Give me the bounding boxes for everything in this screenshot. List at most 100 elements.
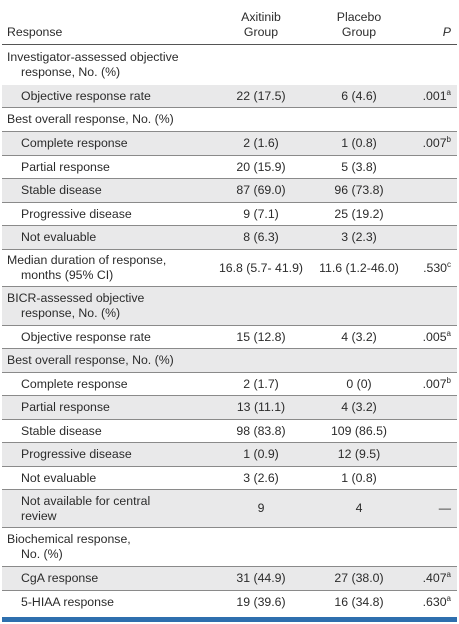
table-row: Best overall response, No. (%) xyxy=(2,349,457,373)
row-label-line2: No. (%) xyxy=(21,547,63,561)
cell-axitinib: 8 (6.3) xyxy=(243,230,279,244)
cell-p-value: .001a xyxy=(408,87,457,104)
row-label: Stable disease xyxy=(21,423,102,438)
cell-p-value: .407a xyxy=(408,569,457,586)
row-label-line1: Not available for central xyxy=(21,493,151,508)
row-label: Objective response rate xyxy=(21,329,151,344)
cell-axitinib: 22 (17.5) xyxy=(236,88,286,103)
cell-p-value: .007b xyxy=(408,134,457,151)
table-row: Complete response 2 (1.6) 1 (0.8) .007b xyxy=(2,132,457,156)
header-p: P xyxy=(442,25,451,39)
table-body: Investigator-assessed objective response,… xyxy=(2,45,457,614)
row-label: Biochemical response, No. (%) xyxy=(2,532,212,562)
row-label: Progressive disease xyxy=(21,206,132,221)
table-row: Progressive disease 9 (7.1) 25 (19.2) xyxy=(2,203,457,226)
table-row: Median duration of response, months (95% … xyxy=(2,250,457,287)
cell-axitinib: 15 (12.8) xyxy=(236,329,286,344)
cell-placebo: 5 (3.8) xyxy=(341,159,377,174)
p-value: .005 xyxy=(422,329,447,344)
cell-p-value: .007b xyxy=(408,375,457,392)
footer-rule xyxy=(2,617,457,622)
cell-axitinib: 13 (11.1) xyxy=(236,400,286,414)
row-label: CgA response xyxy=(21,571,99,585)
cell-axitinib: 3 (2.6) xyxy=(243,470,279,485)
row-label-line2: review xyxy=(21,508,57,523)
table-row: Not available for central review 9 4 — xyxy=(2,490,457,528)
row-label: Complete response xyxy=(21,136,128,150)
cell-placebo: 25 (19.2) xyxy=(334,206,384,221)
cell-placebo: 1 (0.8) xyxy=(341,136,377,150)
header-placebo-line1: Placebo xyxy=(336,10,382,24)
header-axitinib-line2: Group xyxy=(243,25,279,39)
row-label: Investigator-assessed objective response,… xyxy=(2,50,212,80)
p-footnote-marker: c xyxy=(447,259,451,269)
row-label-line1: BICR-assessed objective xyxy=(7,291,145,305)
row-label: Median duration of response, months (95% … xyxy=(2,253,212,283)
cell-p-value: .530c xyxy=(408,259,457,276)
cell-placebo: 109 (86.5) xyxy=(330,423,388,438)
row-label: Objective response rate xyxy=(21,88,151,103)
p-footnote-marker: b xyxy=(446,134,451,144)
row-label-line2: months (95% CI) xyxy=(21,268,114,282)
p-value: .407 xyxy=(422,571,447,585)
response-table: Response Axitinib Group Placebo Group P … xyxy=(2,8,457,614)
header-response: Response xyxy=(7,25,63,39)
row-label: Stable disease xyxy=(21,183,102,197)
cell-placebo: 16 (34.8) xyxy=(334,595,384,609)
table-row: Partial response 20 (15.9) 5 (3.8) xyxy=(2,156,457,179)
table-row: 5-HIAA response 19 (39.6) 16 (34.8) .630a xyxy=(2,591,457,614)
p-value: .530 xyxy=(423,260,447,275)
row-label: Not evaluable xyxy=(21,230,97,244)
row-label: BICR-assessed objective response, No. (%) xyxy=(2,291,212,321)
p-footnote-marker: a xyxy=(446,87,451,97)
p-footnote-marker: a xyxy=(446,593,451,603)
p-footnote-marker: b xyxy=(446,375,451,385)
table-row: CgA response 31 (44.9) 27 (38.0) .407a xyxy=(2,567,457,591)
table-row: Complete response 2 (1.7) 0 (0) .007b xyxy=(2,373,457,396)
row-label: Best overall response, No. (%) xyxy=(7,112,174,126)
table-row: Progressive disease 1 (0.9) 12 (9.5) xyxy=(2,443,457,467)
table-row: Best overall response, No. (%) xyxy=(2,108,457,132)
cell-placebo: 6 (4.6) xyxy=(341,88,377,103)
table-row: Not evaluable 3 (2.6) 1 (0.8) xyxy=(2,467,457,490)
table-row: Not evaluable 8 (6.3) 3 (2.3) xyxy=(2,226,457,250)
cell-p-value: .005a xyxy=(408,328,457,345)
cell-placebo: 0 (0) xyxy=(346,376,372,391)
p-footnote-marker: a xyxy=(446,328,451,338)
cell-placebo: 1 (0.8) xyxy=(341,470,377,485)
cell-axitinib: 2 (1.7) xyxy=(243,376,279,391)
cell-placebo: 11.6 (1.2-46.0) xyxy=(319,260,399,275)
p-footnote-marker: a xyxy=(446,569,451,579)
row-label: Partial response xyxy=(21,159,110,174)
cell-placebo: 12 (9.5) xyxy=(337,447,381,461)
header-placebo: Placebo Group xyxy=(310,10,408,40)
cell-axitinib: 31 (44.9) xyxy=(236,571,286,585)
header-axitinib: Axitinib Group xyxy=(212,10,310,40)
p-value: — xyxy=(438,501,451,515)
row-label: 5-HIAA response xyxy=(21,595,114,609)
row-label: Best overall response, No. (%) xyxy=(7,353,174,367)
cell-axitinib: 1 (0.9) xyxy=(243,447,279,461)
cell-placebo: 96 (73.8) xyxy=(334,183,384,197)
cell-axitinib: 9 xyxy=(257,501,265,515)
table-header: Response Axitinib Group Placebo Group P xyxy=(2,8,457,45)
row-label: Complete response xyxy=(21,376,128,391)
table-row: Biochemical response, No. (%) xyxy=(2,528,457,567)
table-row: Stable disease 98 (83.8) 109 (86.5) xyxy=(2,420,457,443)
cell-axitinib: 2 (1.6) xyxy=(243,136,279,150)
cell-axitinib: 20 (15.9) xyxy=(236,159,286,174)
row-label-line1: Biochemical response, xyxy=(7,532,131,546)
row-label-line2: response, No. (%) xyxy=(21,306,121,320)
header-placebo-line2: Group xyxy=(341,25,377,39)
row-label-line1: Investigator-assessed objective xyxy=(7,50,179,64)
p-value: .630 xyxy=(422,595,447,609)
table-row: BICR-assessed objective response, No. (%) xyxy=(2,287,457,326)
table-row: Partial response 13 (11.1) 4 (3.2) xyxy=(2,396,457,420)
row-label-line2: response, No. (%) xyxy=(21,65,121,79)
cell-placebo: 3 (2.3) xyxy=(341,230,377,244)
cell-p-value: — xyxy=(408,501,457,516)
row-label-line1: Median duration of response, xyxy=(7,253,167,267)
row-label: Partial response xyxy=(21,400,110,414)
cell-placebo: 4 (3.2) xyxy=(341,329,377,344)
cell-placebo: 4 xyxy=(355,501,363,515)
